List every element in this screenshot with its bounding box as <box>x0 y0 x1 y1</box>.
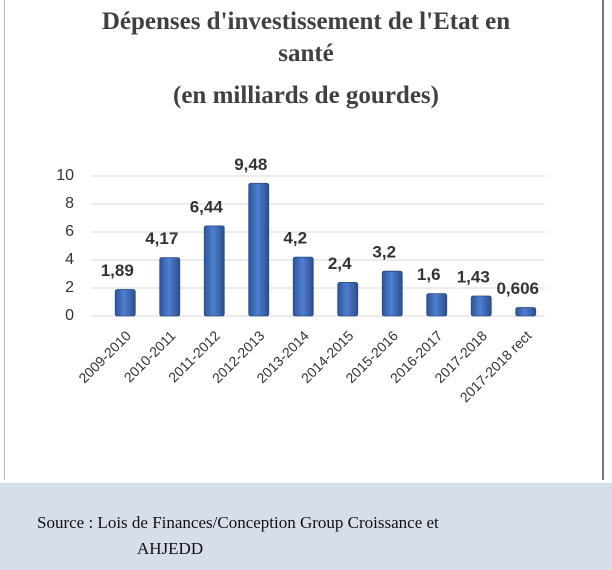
y-tick-label: 8 <box>65 195 74 212</box>
chart-frame <box>4 0 604 480</box>
bar <box>515 307 537 317</box>
data-label: 4,17 <box>145 229 178 248</box>
y-tick-label: 0 <box>65 307 74 324</box>
chart-title: Dépenses d'investissement de l'Etat en s… <box>101 8 511 67</box>
y-tick-label: 6 <box>65 223 74 240</box>
data-label: 9,48 <box>234 155 267 174</box>
bar <box>203 225 225 317</box>
chart: 02468102009-20101,892010-20114,172011-20… <box>56 155 545 405</box>
data-label: 1,6 <box>417 265 441 284</box>
y-tick-label: 10 <box>56 167 74 184</box>
source-box: Source : Lois de Finances/Conception Gro… <box>0 483 612 570</box>
bar <box>292 256 314 317</box>
bar <box>381 270 403 317</box>
y-tick-label: 2 <box>65 279 74 296</box>
bar <box>426 293 448 317</box>
data-label: 6,44 <box>190 197 224 216</box>
bar <box>470 295 492 317</box>
y-tick-label: 4 <box>65 251 74 268</box>
bar <box>114 289 136 317</box>
data-label: 1,89 <box>101 261 134 280</box>
chart-subtitle: (en milliards de gourdes) <box>173 82 439 109</box>
data-label: 1,43 <box>457 267 490 286</box>
data-label: 4,2 <box>283 229 307 248</box>
bar <box>159 257 181 317</box>
data-label: 0,606 <box>496 279 539 298</box>
bar <box>337 281 359 317</box>
bar <box>248 182 270 317</box>
data-label: 2,4 <box>328 254 352 273</box>
data-label: 3,2 <box>372 243 396 262</box>
source-note: Source : Lois de Finances/Conception Gro… <box>37 513 439 558</box>
